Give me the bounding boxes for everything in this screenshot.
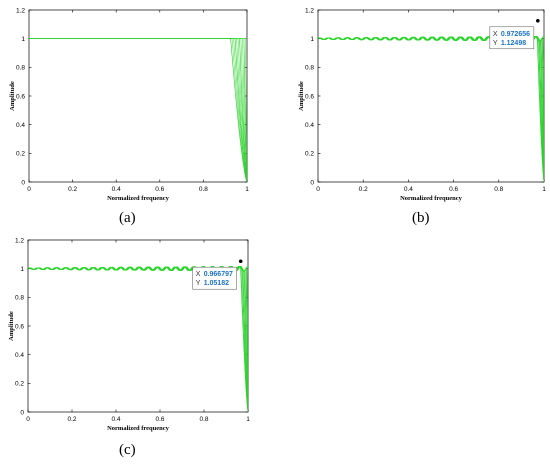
datatip-y-key: Y bbox=[196, 280, 201, 287]
x-tick-label: 0.8 bbox=[199, 416, 208, 423]
y-tick-label: 0.6 bbox=[15, 323, 24, 330]
datatip-marker bbox=[536, 18, 540, 23]
y-tick-label: 0.8 bbox=[16, 65, 25, 72]
x-tick-label: 0.2 bbox=[359, 186, 368, 193]
x-axis-label: Normalized frequency bbox=[107, 425, 170, 432]
y-tick-label: 0.2 bbox=[16, 151, 25, 158]
chart-panel-b: 0 0.2 0.4 0.6 0.8 1 0 0.2 0.4 0.6 0.8 1 1.2 Normalize… bbox=[282, 2, 550, 204]
plot-frame bbox=[27, 239, 249, 413]
x-tick-label: 0 bbox=[26, 416, 30, 423]
caption-c: (c) bbox=[119, 442, 136, 458]
x-tick-label: 0 bbox=[27, 186, 31, 193]
y-tick-label: 0 bbox=[21, 179, 25, 186]
x-axis-label: Normalized frequency bbox=[107, 195, 170, 202]
x-tick-label: 1 bbox=[542, 186, 546, 193]
x-axis-label: Normalized frequency bbox=[400, 195, 463, 202]
y-tick-label: 0.8 bbox=[15, 295, 24, 302]
x-tick-label: 0.2 bbox=[67, 416, 76, 423]
x-tick-label: 1 bbox=[245, 186, 249, 193]
x-tick-label: 0 bbox=[316, 186, 320, 193]
datatip-y-value: 1.05182 bbox=[204, 280, 229, 287]
y-tick-label: 1.2 bbox=[305, 7, 314, 14]
x-tick-label: 0.8 bbox=[199, 186, 208, 193]
x-tick-label: 1 bbox=[246, 416, 250, 423]
chart-panel-a: 0 0.2 0.4 0.6 0.8 1 0 0.2 0.4 0.6 0.8 1 1.2 Normalize… bbox=[8, 2, 253, 204]
x-tick-label: 0.6 bbox=[449, 186, 458, 193]
datatip-x-key: X bbox=[196, 271, 201, 278]
y-tick-label: 1.2 bbox=[15, 237, 24, 244]
y-tick-label: 1 bbox=[310, 36, 314, 43]
y-axis-label: Amplitude bbox=[298, 81, 305, 111]
caption-a: (a) bbox=[119, 210, 136, 226]
x-tick-label: 0.6 bbox=[155, 186, 164, 193]
x-tick-label: 0.4 bbox=[404, 186, 413, 193]
y-tick-label: 0.2 bbox=[15, 381, 24, 388]
datatip-y-key: Y bbox=[493, 40, 498, 47]
y-tick-label: 0.6 bbox=[305, 93, 314, 100]
x-tick-label: 0.4 bbox=[111, 416, 120, 423]
y-axis-label: Amplitude bbox=[8, 311, 15, 341]
datatip-x-key: X bbox=[493, 31, 498, 38]
chart-a-svg: 0 0.2 0.4 0.6 0.8 1 0 0.2 0.4 0.6 0.8 1 1.2 Normalize… bbox=[9, 7, 249, 202]
y-axis-label: Amplitude bbox=[9, 81, 16, 111]
y-tick-label: 0.8 bbox=[305, 65, 314, 72]
chart-c-svg: 0 0.2 0.4 0.6 0.8 1 0 0.2 0.4 0.6 0.8 1 1.2 Normalize… bbox=[8, 237, 250, 432]
y-tick-label: 0.4 bbox=[305, 122, 314, 129]
series-line bbox=[28, 265, 248, 272]
datatip-box bbox=[192, 266, 237, 290]
y-tick-label: 0.4 bbox=[15, 352, 24, 359]
caption-b: (b) bbox=[412, 210, 430, 226]
x-tick-label: 0.4 bbox=[112, 186, 121, 193]
y-tick-label: 0.6 bbox=[16, 93, 25, 100]
datatip-x-value: 0.966797 bbox=[204, 271, 233, 278]
y-tick-label: 0.2 bbox=[305, 151, 314, 158]
x-tick-label: 0.8 bbox=[494, 186, 503, 193]
chart-b-svg: 0 0.2 0.4 0.6 0.8 1 0 0.2 0.4 0.6 0.8 1 1.2 Normalize… bbox=[298, 7, 546, 202]
datatip-x-value: 0.972656 bbox=[501, 31, 530, 38]
y-tick-label: 1 bbox=[21, 36, 25, 43]
series-group bbox=[29, 38, 247, 182]
y-tick-label: 0 bbox=[20, 409, 24, 416]
y-tick-label: 1 bbox=[20, 266, 24, 273]
datatip-marker bbox=[238, 259, 243, 264]
plot-frame bbox=[28, 9, 248, 183]
y-tick-label: 0.4 bbox=[16, 122, 25, 129]
y-tick-label: 0 bbox=[310, 179, 314, 186]
datatip-y-value: 1.12498 bbox=[501, 40, 526, 47]
x-tick-label: 0.6 bbox=[155, 416, 164, 423]
datatip-box bbox=[489, 26, 535, 50]
x-tick-label: 0.2 bbox=[68, 186, 77, 193]
chart-panel-c: 0 0.2 0.4 0.6 0.8 1 0 0.2 0.4 0.6 0.8 1 1.2 Normalize… bbox=[0, 232, 253, 434]
y-tick-label: 1.2 bbox=[16, 7, 25, 14]
